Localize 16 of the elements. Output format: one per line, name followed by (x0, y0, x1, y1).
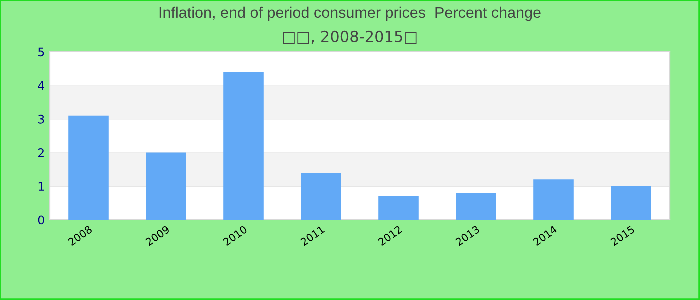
chart-subtitle: □□, 2008-2015□ (283, 30, 417, 44)
y-tick-label: 1 (38, 182, 44, 191)
bar (456, 193, 496, 220)
bar (146, 152, 186, 220)
y-tick-label: 4 (38, 81, 44, 90)
y-tick-label: 3 (38, 114, 44, 124)
bar (224, 72, 264, 220)
y-tick-label: 0 (38, 216, 44, 225)
bar (534, 180, 574, 220)
chart-title: Inflation, end of period consumer prices Percent change (160, 6, 541, 22)
y-tick-label: 5 (38, 48, 44, 57)
y-tick-label: 2 (38, 148, 44, 158)
bar (611, 186, 652, 220)
bar (378, 196, 419, 220)
bar (68, 116, 109, 220)
bar (301, 172, 342, 220)
